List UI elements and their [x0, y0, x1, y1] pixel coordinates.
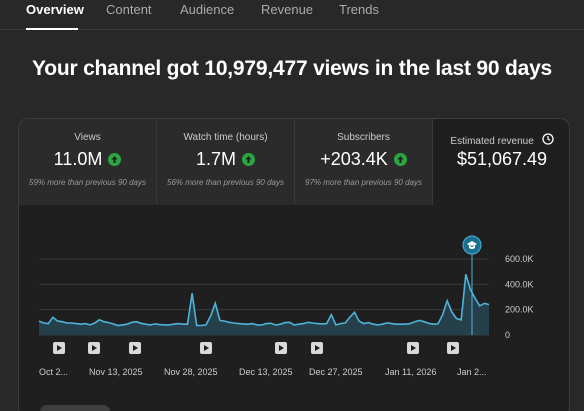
metric-subscribers[interactable]: Subscribers +203.4K 97% more than previo… — [295, 119, 432, 205]
clock-icon — [541, 133, 554, 145]
play-square-icon[interactable] — [311, 342, 323, 354]
x-tick-label: Nov 28, 2025 — [164, 367, 218, 377]
play-square-icon[interactable] — [275, 342, 287, 354]
metric-label-text: Estimated revenue — [450, 136, 534, 147]
tab-overview[interactable]: Overview — [26, 2, 84, 17]
tab-revenue[interactable]: Revenue — [261, 2, 314, 17]
arrow-up-circle-icon — [108, 153, 122, 166]
x-tick-label: Jan 2... — [457, 367, 487, 377]
metric-value: 11.0M — [53, 149, 103, 169]
page-headline: Your channel got 10,979,477 views in the… — [31, 57, 553, 80]
metric-comparison: 97% more than previous 90 days — [305, 178, 422, 187]
metric-comparison: 59% more than previous 90 days — [29, 178, 146, 187]
metric-value: 1.7M — [195, 149, 237, 169]
y-tick-label: 600.0K — [505, 254, 534, 264]
metric-label: Estimated revenue — [433, 132, 569, 147]
arrow-up-circle-icon — [393, 153, 407, 166]
metric-value: $51,067.49 — [456, 149, 548, 169]
play-square-icon[interactable] — [447, 342, 459, 354]
arrow-up-circle-icon — [242, 153, 256, 166]
metric-label: Views — [74, 132, 101, 143]
more-button[interactable] — [40, 405, 110, 411]
metric-label: Subscribers — [337, 132, 390, 143]
views-area — [39, 274, 489, 335]
views-chart[interactable]: 600.0K 400.0K 200.0K 0 Oct 2... Nov 13, 2025 N… — [19, 119, 570, 411]
play-square-icon[interactable] — [407, 342, 419, 354]
y-tick-label: 200.0K — [505, 305, 534, 315]
metric-estimated-revenue[interactable]: Estimated revenue $51,067.49 — [433, 119, 569, 205]
y-tick-label: 400.0K — [505, 279, 534, 289]
x-tick-label: Dec 13, 2025 — [239, 367, 293, 377]
play-square-icon[interactable] — [129, 342, 141, 354]
tab-bar: Overview Content Audience Revenue Trends — [0, 0, 584, 30]
tab-content[interactable]: Content — [106, 2, 152, 17]
metric-watch-time[interactable]: Watch time (hours) 1.7M 56% more than pr… — [157, 119, 294, 205]
metric-value: +203.4K — [320, 149, 388, 169]
play-square-icon[interactable] — [88, 342, 100, 354]
x-tick-label: Dec 27, 2025 — [309, 367, 363, 377]
divider — [432, 119, 433, 205]
tab-audience[interactable]: Audience — [180, 2, 235, 17]
metric-views[interactable]: Views 11.0M 59% more than previous 90 da… — [19, 119, 156, 205]
x-tick-label: Jan 11, 2026 — [385, 367, 436, 377]
metric-comparison: 56% more than previous 90 days — [167, 178, 284, 187]
metric-label: Watch time (hours) — [183, 132, 268, 143]
play-square-icon[interactable] — [53, 342, 65, 354]
active-tab-indicator — [26, 28, 78, 30]
divider — [294, 119, 295, 205]
graduation-cap-glyph — [467, 241, 477, 249]
play-square-icon[interactable] — [200, 342, 212, 354]
overview-card: Views 11.0M 59% more than previous 90 da… — [18, 118, 570, 411]
x-tick-label: Oct 2... — [39, 367, 68, 377]
divider — [156, 119, 157, 205]
views-line — [38, 273, 490, 327]
x-tick-label: Nov 13, 2025 — [89, 367, 143, 377]
tab-trends[interactable]: Trends — [339, 2, 379, 17]
y-tick-label: 0 — [505, 330, 510, 340]
